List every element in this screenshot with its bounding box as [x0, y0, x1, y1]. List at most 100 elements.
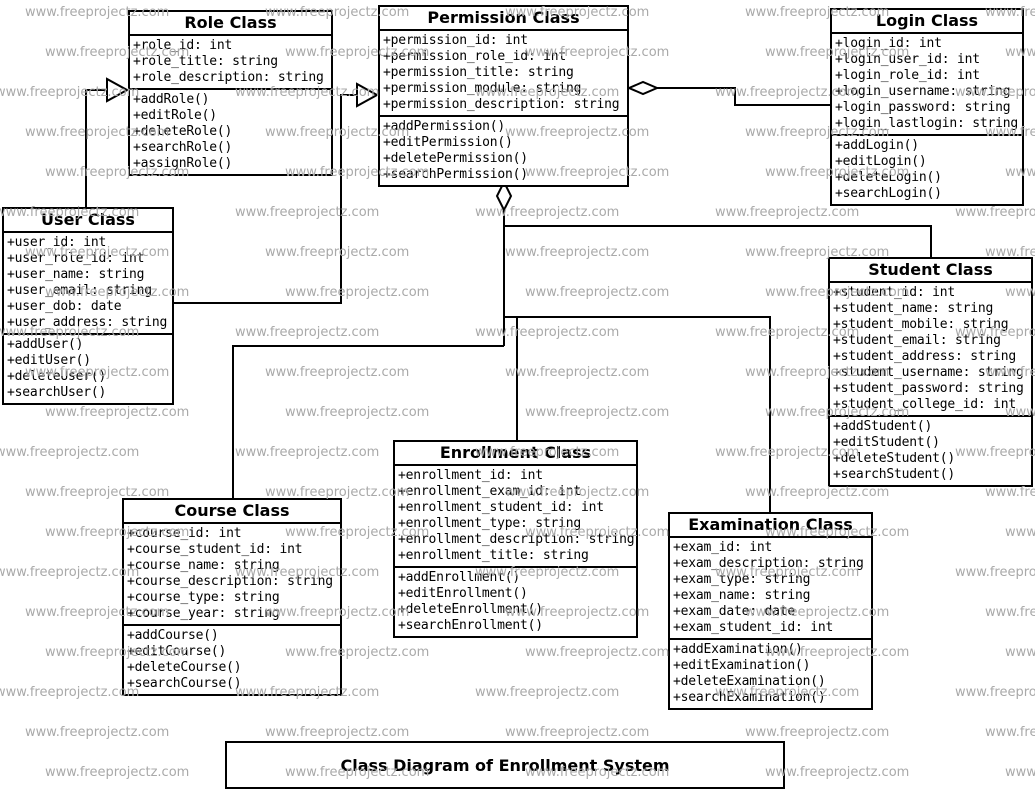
method: +deleteLogin() [835, 170, 942, 185]
attribute: +student_password: string [833, 381, 1024, 396]
attribute: +student_id: int [833, 285, 956, 300]
attribute: +enrollment_student_id: int [398, 500, 604, 515]
diagram-title-box: Class Diagram of Enrollment System [225, 741, 785, 789]
method: +editLogin() [835, 154, 927, 169]
method: +editExamination() [673, 658, 811, 673]
class-box-course: Course Class +course_id: int +course_stude… [122, 498, 342, 696]
attribute: +enrollment_title: string [398, 548, 589, 563]
connector-permission-to-children-seg2 [504, 316, 771, 512]
class-box-role: Role Class +role_id: int +role_title: stri… [128, 10, 333, 176]
enrollment-methods-compartment: +addEnrollment() +editEnrollment() +delete… [395, 568, 636, 636]
attribute: +login_username: string [835, 84, 1011, 99]
method: +addEnrollment() [398, 570, 521, 585]
method: +addExamination() [673, 642, 803, 657]
method: +assignRole() [133, 156, 233, 171]
attribute: +exam_date: date [673, 604, 796, 619]
method: +searchRole() [133, 140, 233, 155]
attribute: +user_address: string [7, 315, 168, 330]
attribute: +permission_description: string [383, 97, 620, 112]
class-box-login: Login Class +login_id: int +login_user_id:… [830, 8, 1024, 206]
class-title-login: Login Class [832, 10, 1022, 34]
attribute: +exam_type: string [673, 572, 811, 587]
attribute: +enrollment_type: string [398, 516, 582, 531]
method: +searchCourse() [127, 676, 242, 691]
method: +deleteCourse() [127, 660, 242, 675]
attribute: +permission_module: string [383, 81, 582, 96]
examination-methods-compartment: +addExamination() +editExamination() +dele… [670, 640, 871, 708]
attribute: +permission_id: int [383, 33, 528, 48]
connector-permission-to-children-seg4 [232, 345, 504, 498]
class-box-user: User Class +user_id: int +user_role_id: in… [2, 207, 174, 405]
attribute: +login_id: int [835, 36, 942, 51]
connector-user-to-role [85, 89, 107, 207]
attribute: +student_address: string [833, 349, 1017, 364]
method: +editUser() [7, 353, 91, 368]
student-attributes-compartment: +student_id: int +student_name: string +st… [830, 283, 1031, 417]
permission-methods-compartment: +addPermission() +editPermission() +delete… [380, 117, 627, 185]
class-box-permission: Permission Class +permission_id: int +perm… [378, 5, 629, 187]
method: +searchEnrollment() [398, 618, 543, 633]
attribute: +course_description: string [127, 574, 333, 589]
attribute: +exam_description: string [673, 556, 864, 571]
class-title-permission: Permission Class [380, 7, 627, 31]
attribute: +enrollment_description: string [398, 532, 635, 547]
attribute: +enrollment_id: int [398, 468, 543, 483]
attribute: +login_role_id: int [835, 68, 980, 83]
method: +addRole() [133, 92, 210, 107]
method: +deleteUser() [7, 369, 107, 384]
class-box-examination: Examination Class +exam_id: int +exam_desc… [668, 512, 873, 710]
class-title-course: Course Class [124, 500, 340, 524]
method: +deletePermission() [383, 151, 528, 166]
attribute: +course_id: int [127, 526, 242, 541]
method: +searchStudent() [833, 467, 956, 482]
attribute: +enrollment_exam_id: int [398, 484, 582, 499]
method: +addLogin() [835, 138, 919, 153]
attribute: +user_id: int [7, 235, 107, 250]
login-methods-compartment: +addLogin() +editLogin() +deleteLogin() +se… [832, 136, 1022, 204]
generalization-triangle-user-to-permission [356, 82, 380, 108]
class-title-student: Student Class [830, 259, 1031, 283]
class-title-examination: Examination Class [670, 514, 871, 538]
course-methods-compartment: +addCourse() +editCourse() +deleteCourse()… [124, 626, 340, 694]
attribute: +permission_role_id: int [383, 49, 567, 64]
attribute: +course_year: string [127, 606, 280, 621]
method: +editPermission() [383, 135, 513, 150]
course-attributes-compartment: +course_id: int +course_student_id: int +c… [124, 524, 340, 626]
attribute: +user_name: string [7, 267, 145, 282]
examination-attributes-compartment: +exam_id: int +exam_description: string +e… [670, 538, 871, 640]
attribute: +role_id: int [133, 38, 233, 53]
aggregation-diamond-permission-to-login [626, 80, 660, 96]
method: +addPermission() [383, 119, 506, 134]
method: +editRole() [133, 108, 217, 123]
method: +addStudent() [833, 419, 933, 434]
method: +editEnrollment() [398, 586, 528, 601]
role-attributes-compartment: +role_id: int +role_title: string +role_de… [130, 36, 331, 90]
user-methods-compartment: +addUser() +editUser() +deleteUser() +searc… [4, 335, 172, 403]
enrollment-attributes-compartment: +enrollment_id: int +enrollment_exam_id: … [395, 466, 636, 568]
diagram-title: Class Diagram of Enrollment System [340, 755, 670, 775]
attribute: +student_username: string [833, 365, 1024, 380]
attribute: +course_type: string [127, 590, 280, 605]
attribute: +user_role_id: int [7, 251, 145, 266]
attribute: +login_user_id: int [835, 52, 980, 67]
attribute: +exam_name: string [673, 588, 811, 603]
attribute: +role_title: string [133, 54, 278, 69]
attribute: +student_college_id: int [833, 397, 1017, 412]
attribute: +student_name: string [833, 301, 994, 316]
role-methods-compartment: +addRole() +editRole() +deleteRole() +searc… [130, 90, 331, 174]
attribute: +user_dob: date [7, 299, 122, 314]
permission-attributes-compartment: +permission_id: int +permission_role_id: … [380, 31, 627, 117]
method: +editStudent() [833, 435, 940, 450]
class-title-role: Role Class [130, 12, 331, 36]
login-attributes-compartment: +login_id: int +login_user_id: int +login_… [832, 34, 1022, 136]
class-title-user: User Class [4, 209, 172, 233]
attribute: +permission_title: string [383, 65, 574, 80]
method: +editCourse() [127, 644, 227, 659]
method: +addCourse() [127, 628, 219, 643]
attribute: +course_name: string [127, 558, 280, 573]
connector-permission-to-login [657, 87, 830, 106]
class-title-enrollment: Enrollment Class [395, 442, 636, 466]
method: +addUser() [7, 337, 84, 352]
